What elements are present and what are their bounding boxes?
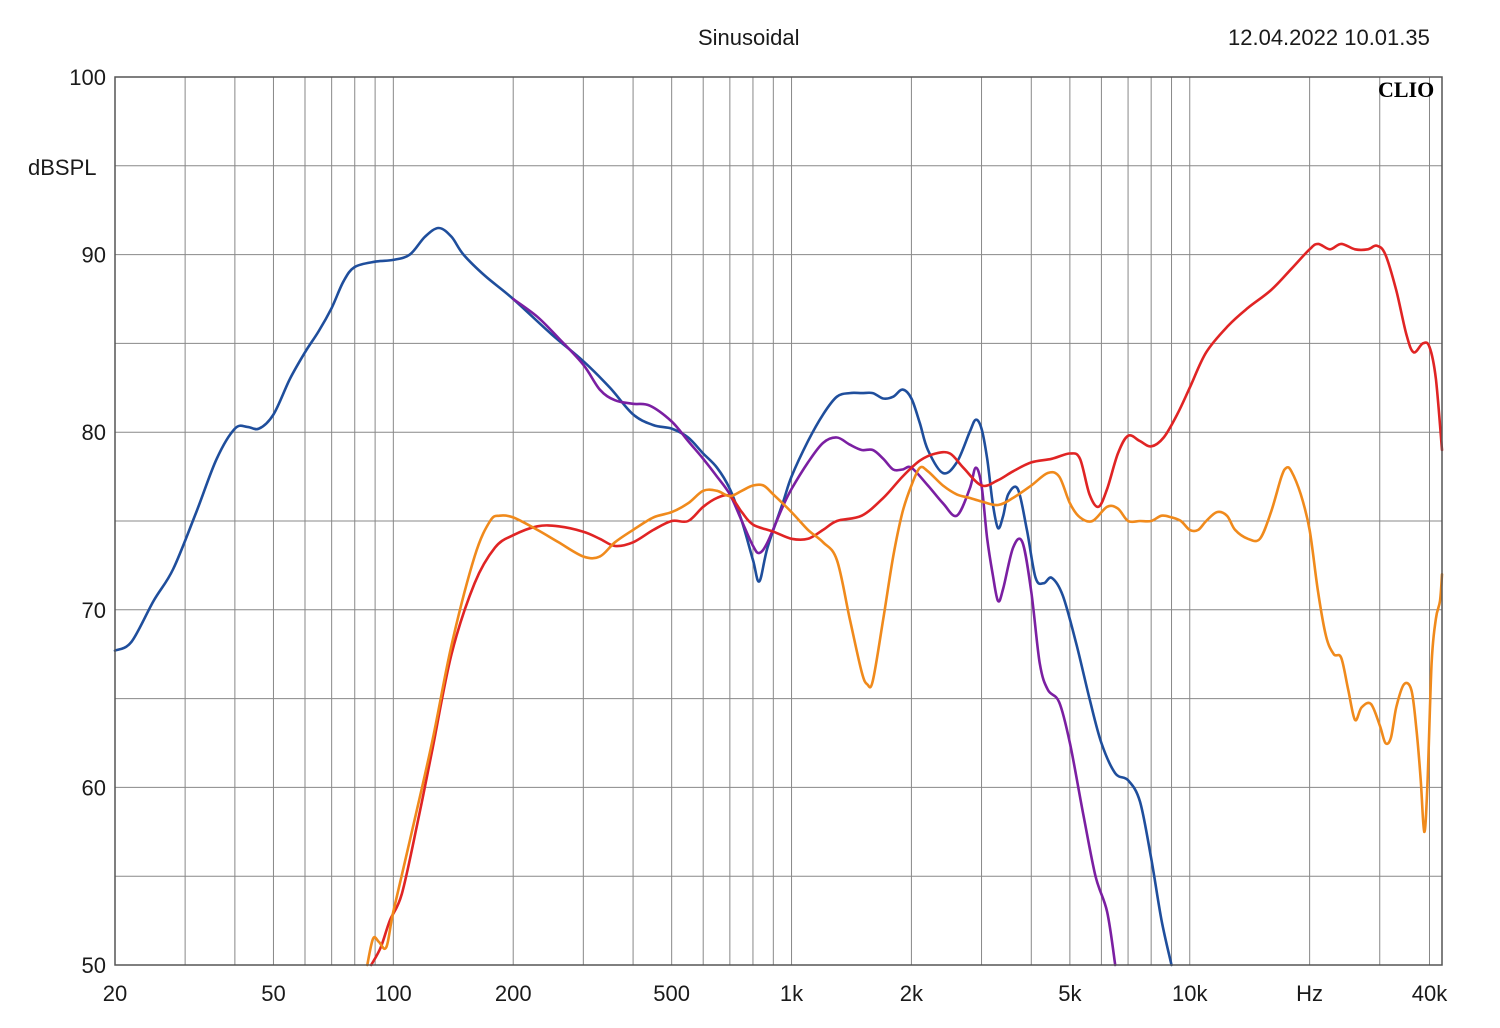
y-tick-label: 60	[82, 775, 106, 800]
grid	[115, 77, 1442, 965]
x-tick-label: 20	[103, 981, 127, 1006]
y-tick-label: 50	[82, 953, 106, 978]
series-line-2	[511, 297, 1117, 967]
x-tick-label: 1k	[780, 981, 804, 1006]
x-tick-label: 2k	[900, 981, 924, 1006]
timestamp: 12.04.2022 10.01.35	[1228, 25, 1430, 50]
x-tick-label: Hz	[1296, 981, 1323, 1006]
tick-labels: 20 50 100 200 500 1k 2k 5k 10k Hz 40k 100 90 80 70 60 50	[69, 65, 1448, 1006]
chart-title: Sinusoidal	[698, 25, 800, 50]
x-tick-label: 5k	[1058, 981, 1082, 1006]
x-tick-label: 200	[495, 981, 532, 1006]
clio-logo: CLIO	[1378, 77, 1434, 102]
x-tick-label: 100	[375, 981, 412, 1006]
series-layer	[113, 226, 1444, 967]
x-tick-label: 10k	[1172, 981, 1208, 1006]
y-tick-label: 70	[82, 598, 106, 623]
y-tick-label: 90	[82, 243, 106, 268]
x-tick-label: 40k	[1412, 981, 1448, 1006]
series-line-3	[369, 242, 1444, 967]
plot-frame	[114, 76, 1443, 966]
y-tick-label: 80	[82, 420, 106, 445]
y-tick-label: 100	[69, 65, 106, 90]
x-tick-label: 50	[261, 981, 285, 1006]
x-tick-label: 500	[653, 981, 690, 1006]
series-line-4	[366, 465, 1444, 967]
y-axis-label: dBSPL	[28, 155, 97, 180]
